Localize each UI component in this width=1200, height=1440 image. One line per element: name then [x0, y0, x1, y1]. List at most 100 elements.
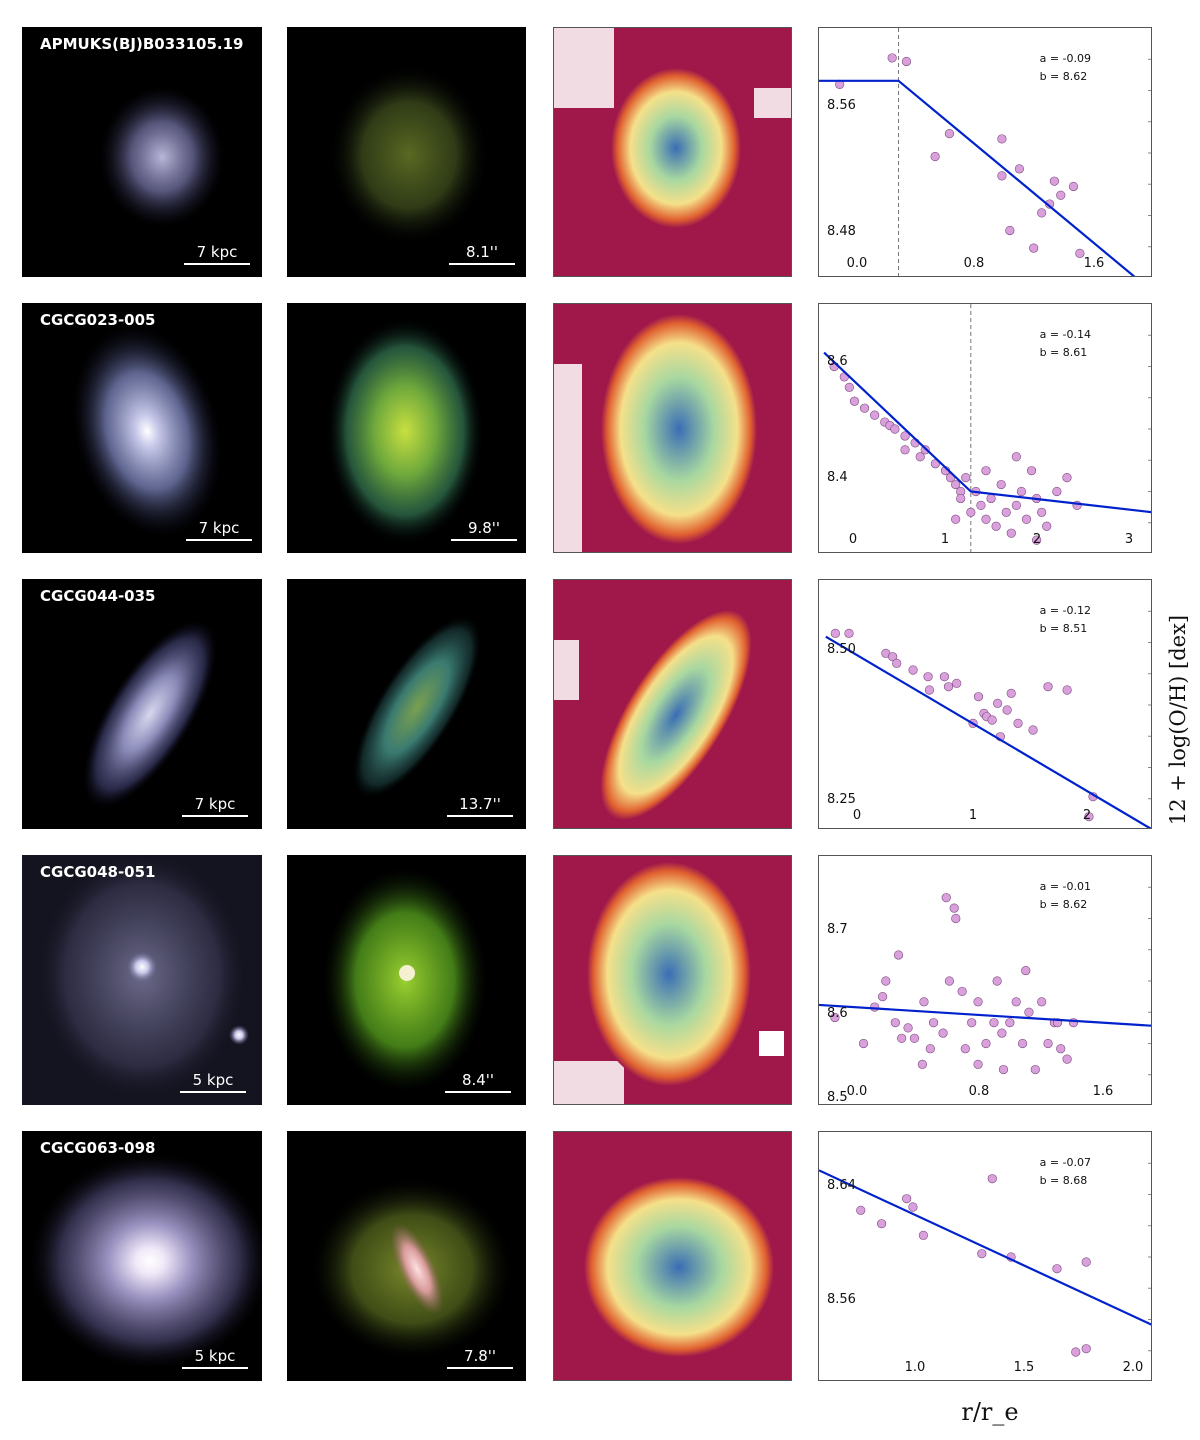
data-point — [943, 682, 954, 692]
angular-scale-label: 8.4'' — [461, 1071, 495, 1089]
data-point — [1028, 725, 1038, 735]
emission-image-panel: 9.8'' — [287, 303, 526, 553]
data-point — [967, 1018, 977, 1028]
abundance-map — [554, 1132, 791, 1380]
data-point — [1043, 1038, 1053, 1049]
data-point — [844, 628, 854, 638]
data-point — [981, 1038, 991, 1049]
data-point — [981, 514, 991, 524]
x-tick-label: 1.5 — [1013, 1360, 1035, 1375]
data-point — [892, 658, 902, 668]
data-point — [992, 976, 1002, 986]
data-point — [1005, 225, 1015, 236]
data-point — [977, 1249, 987, 1259]
data-point — [856, 1205, 866, 1215]
data-point — [925, 1044, 935, 1054]
data-point — [918, 1230, 928, 1240]
emission-image-panel: 8.1'' — [287, 27, 526, 277]
rgb-image-panel: CGCG048-051 5 kpc — [22, 855, 262, 1105]
data-point — [870, 1002, 880, 1012]
data-point — [997, 1028, 1007, 1038]
gradient-plot — [819, 1162, 1151, 1357]
y-tick-label: 8.25 — [827, 792, 856, 807]
data-point — [1052, 486, 1062, 497]
data-point — [924, 685, 935, 695]
x-tick-label: 0.8 — [963, 256, 985, 271]
angular-scale-bar: 7.8'' — [447, 1347, 513, 1369]
data-point — [1005, 1018, 1015, 1028]
fit-line — [823, 351, 1151, 514]
data-point — [877, 1219, 887, 1229]
gradient-plot — [819, 28, 1151, 276]
x-tick-label: 0.0 — [846, 256, 868, 271]
x-tick-label: 2.0 — [1122, 1360, 1144, 1375]
angular-scale-bar: 13.7'' — [447, 795, 513, 817]
y-tick-label: 8.56 — [827, 98, 856, 113]
galaxy-emission-image — [331, 67, 487, 243]
data-point — [1062, 685, 1072, 695]
y-tick-label: 8.64 — [827, 1178, 856, 1193]
data-point — [890, 424, 900, 434]
data-point — [939, 672, 950, 682]
data-point — [973, 692, 984, 702]
x-tick-label: 1.0 — [904, 1360, 926, 1375]
gradient-plot-panel: a = -0.07 b = 8.68 8.64 8.56 1.0 1.5 2.0 — [818, 1131, 1152, 1381]
data-point — [1056, 190, 1066, 200]
fit-intercept: b = 8.68 — [1039, 1174, 1088, 1187]
abundance-map — [554, 304, 791, 552]
y-tick-label: 8.6 — [827, 354, 848, 369]
fit-params: a = -0.12 b = 8.51 — [1040, 602, 1091, 638]
x-tick-label: 1 — [968, 808, 978, 823]
fit-params: a = -0.07 b = 8.68 — [1040, 1154, 1091, 1190]
x-tick-label: 1.6 — [1092, 1084, 1114, 1099]
abundance-map — [554, 28, 791, 276]
data-point — [1037, 208, 1047, 218]
data-point — [987, 715, 997, 725]
fit-line — [819, 1169, 1151, 1326]
galaxy-rgb-image — [22, 855, 262, 1105]
fit-line — [819, 1003, 1151, 1027]
galaxy-emission-image — [352, 615, 482, 799]
angular-scale-label: 9.8'' — [467, 519, 501, 537]
data-point — [944, 976, 955, 986]
data-point — [1032, 535, 1042, 545]
data-point — [1006, 688, 1016, 698]
y-axis-label: 12 + log(O/H) [dex] — [1166, 614, 1190, 826]
data-point — [1011, 452, 1021, 462]
data-point — [1030, 1064, 1040, 1075]
data-point — [881, 976, 891, 986]
data-point — [1026, 466, 1037, 476]
data-point — [951, 913, 961, 924]
y-tick-label: 8.4 — [827, 470, 848, 485]
galaxy-rgb-image — [72, 325, 222, 537]
data-point — [890, 1018, 900, 1028]
data-point — [1001, 507, 1011, 517]
gradient-plot — [819, 886, 1151, 1076]
x-tick-label: 0 — [852, 808, 862, 823]
data-point — [1056, 1044, 1066, 1054]
data-point — [992, 698, 1003, 708]
data-point — [859, 403, 870, 413]
angular-scale-bar: 9.8'' — [451, 519, 517, 541]
data-point — [923, 672, 933, 682]
rgb-image-panel: CGCG063-098 5 kpc — [22, 1131, 262, 1381]
x-tick-label: 0.8 — [968, 1084, 990, 1099]
y-tick-label: 8.50 — [827, 642, 856, 657]
gradient-plot — [823, 304, 1151, 552]
physical-scale-bar: 7 kpc — [182, 795, 248, 817]
fit-intercept: b = 8.61 — [1039, 346, 1088, 359]
data-point — [1062, 1054, 1072, 1064]
fit-slope: a = -0.01 — [1039, 880, 1091, 893]
data-point — [917, 1059, 927, 1069]
physical-scale-label: 5 kpc — [192, 1071, 234, 1089]
data-point — [991, 521, 1001, 531]
x-axis-title: r/r_e — [940, 1398, 1040, 1426]
angular-scale-label: 13.7'' — [459, 795, 501, 813]
physical-scale-bar: 7 kpc — [184, 243, 250, 265]
data-point — [1006, 528, 1016, 538]
galaxy-emission-image — [327, 319, 483, 543]
data-point — [1011, 997, 1021, 1007]
x-tick-label: 1 — [940, 532, 950, 547]
angular-scale-bar: 8.1'' — [449, 243, 515, 265]
x-tick-label: 2 — [1082, 808, 1092, 823]
